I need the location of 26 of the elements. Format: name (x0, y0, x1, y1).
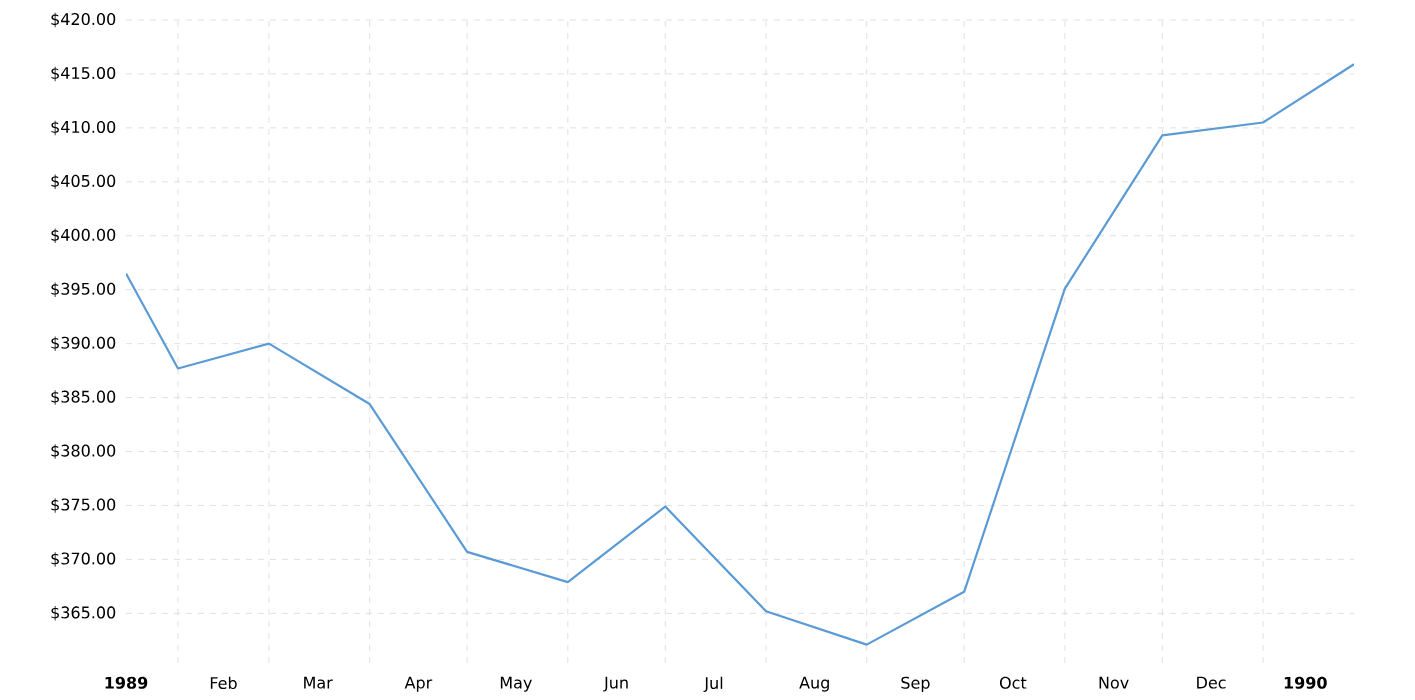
y-tick-label: $390.00 (51, 336, 116, 351)
x-tick-label: 1989 (105, 676, 148, 689)
y-tick-label: $410.00 (51, 120, 116, 136)
y-tick-label: $385.00 (51, 390, 116, 405)
x-tick-label: Apr (404, 676, 433, 692)
x-tick-label: Sep (901, 676, 930, 692)
x-tick-label: Mar (304, 676, 333, 689)
y-tick-label: $365.00 (51, 606, 116, 621)
y-tick-label: $370.00 (51, 552, 116, 567)
y-tick-label: $415.00 (51, 66, 116, 82)
line-series (126, 63, 1355, 646)
x-tick-label: Nov (1099, 676, 1129, 689)
y-tick-label: $405.00 (51, 174, 116, 190)
y-tick-label: $375.00 (51, 498, 116, 513)
x-tick-label: Jun (603, 676, 628, 692)
y-tick-label: $395.00 (51, 282, 116, 297)
x-tick-label: 1990 (1284, 676, 1327, 689)
x-tick-label: May (500, 676, 532, 692)
x-tick-label: Jul (703, 676, 723, 693)
x-tick-label: Aug (799, 676, 829, 692)
x-tick-label: Oct (999, 676, 1027, 689)
x-tick-label: Feb (210, 676, 237, 690)
y-tick-label: $380.00 (51, 444, 116, 459)
y-tick-label: $400.00 (51, 228, 116, 244)
x-tick-label: Dec (1197, 676, 1226, 689)
y-tick-label: $420.00 (51, 12, 116, 28)
